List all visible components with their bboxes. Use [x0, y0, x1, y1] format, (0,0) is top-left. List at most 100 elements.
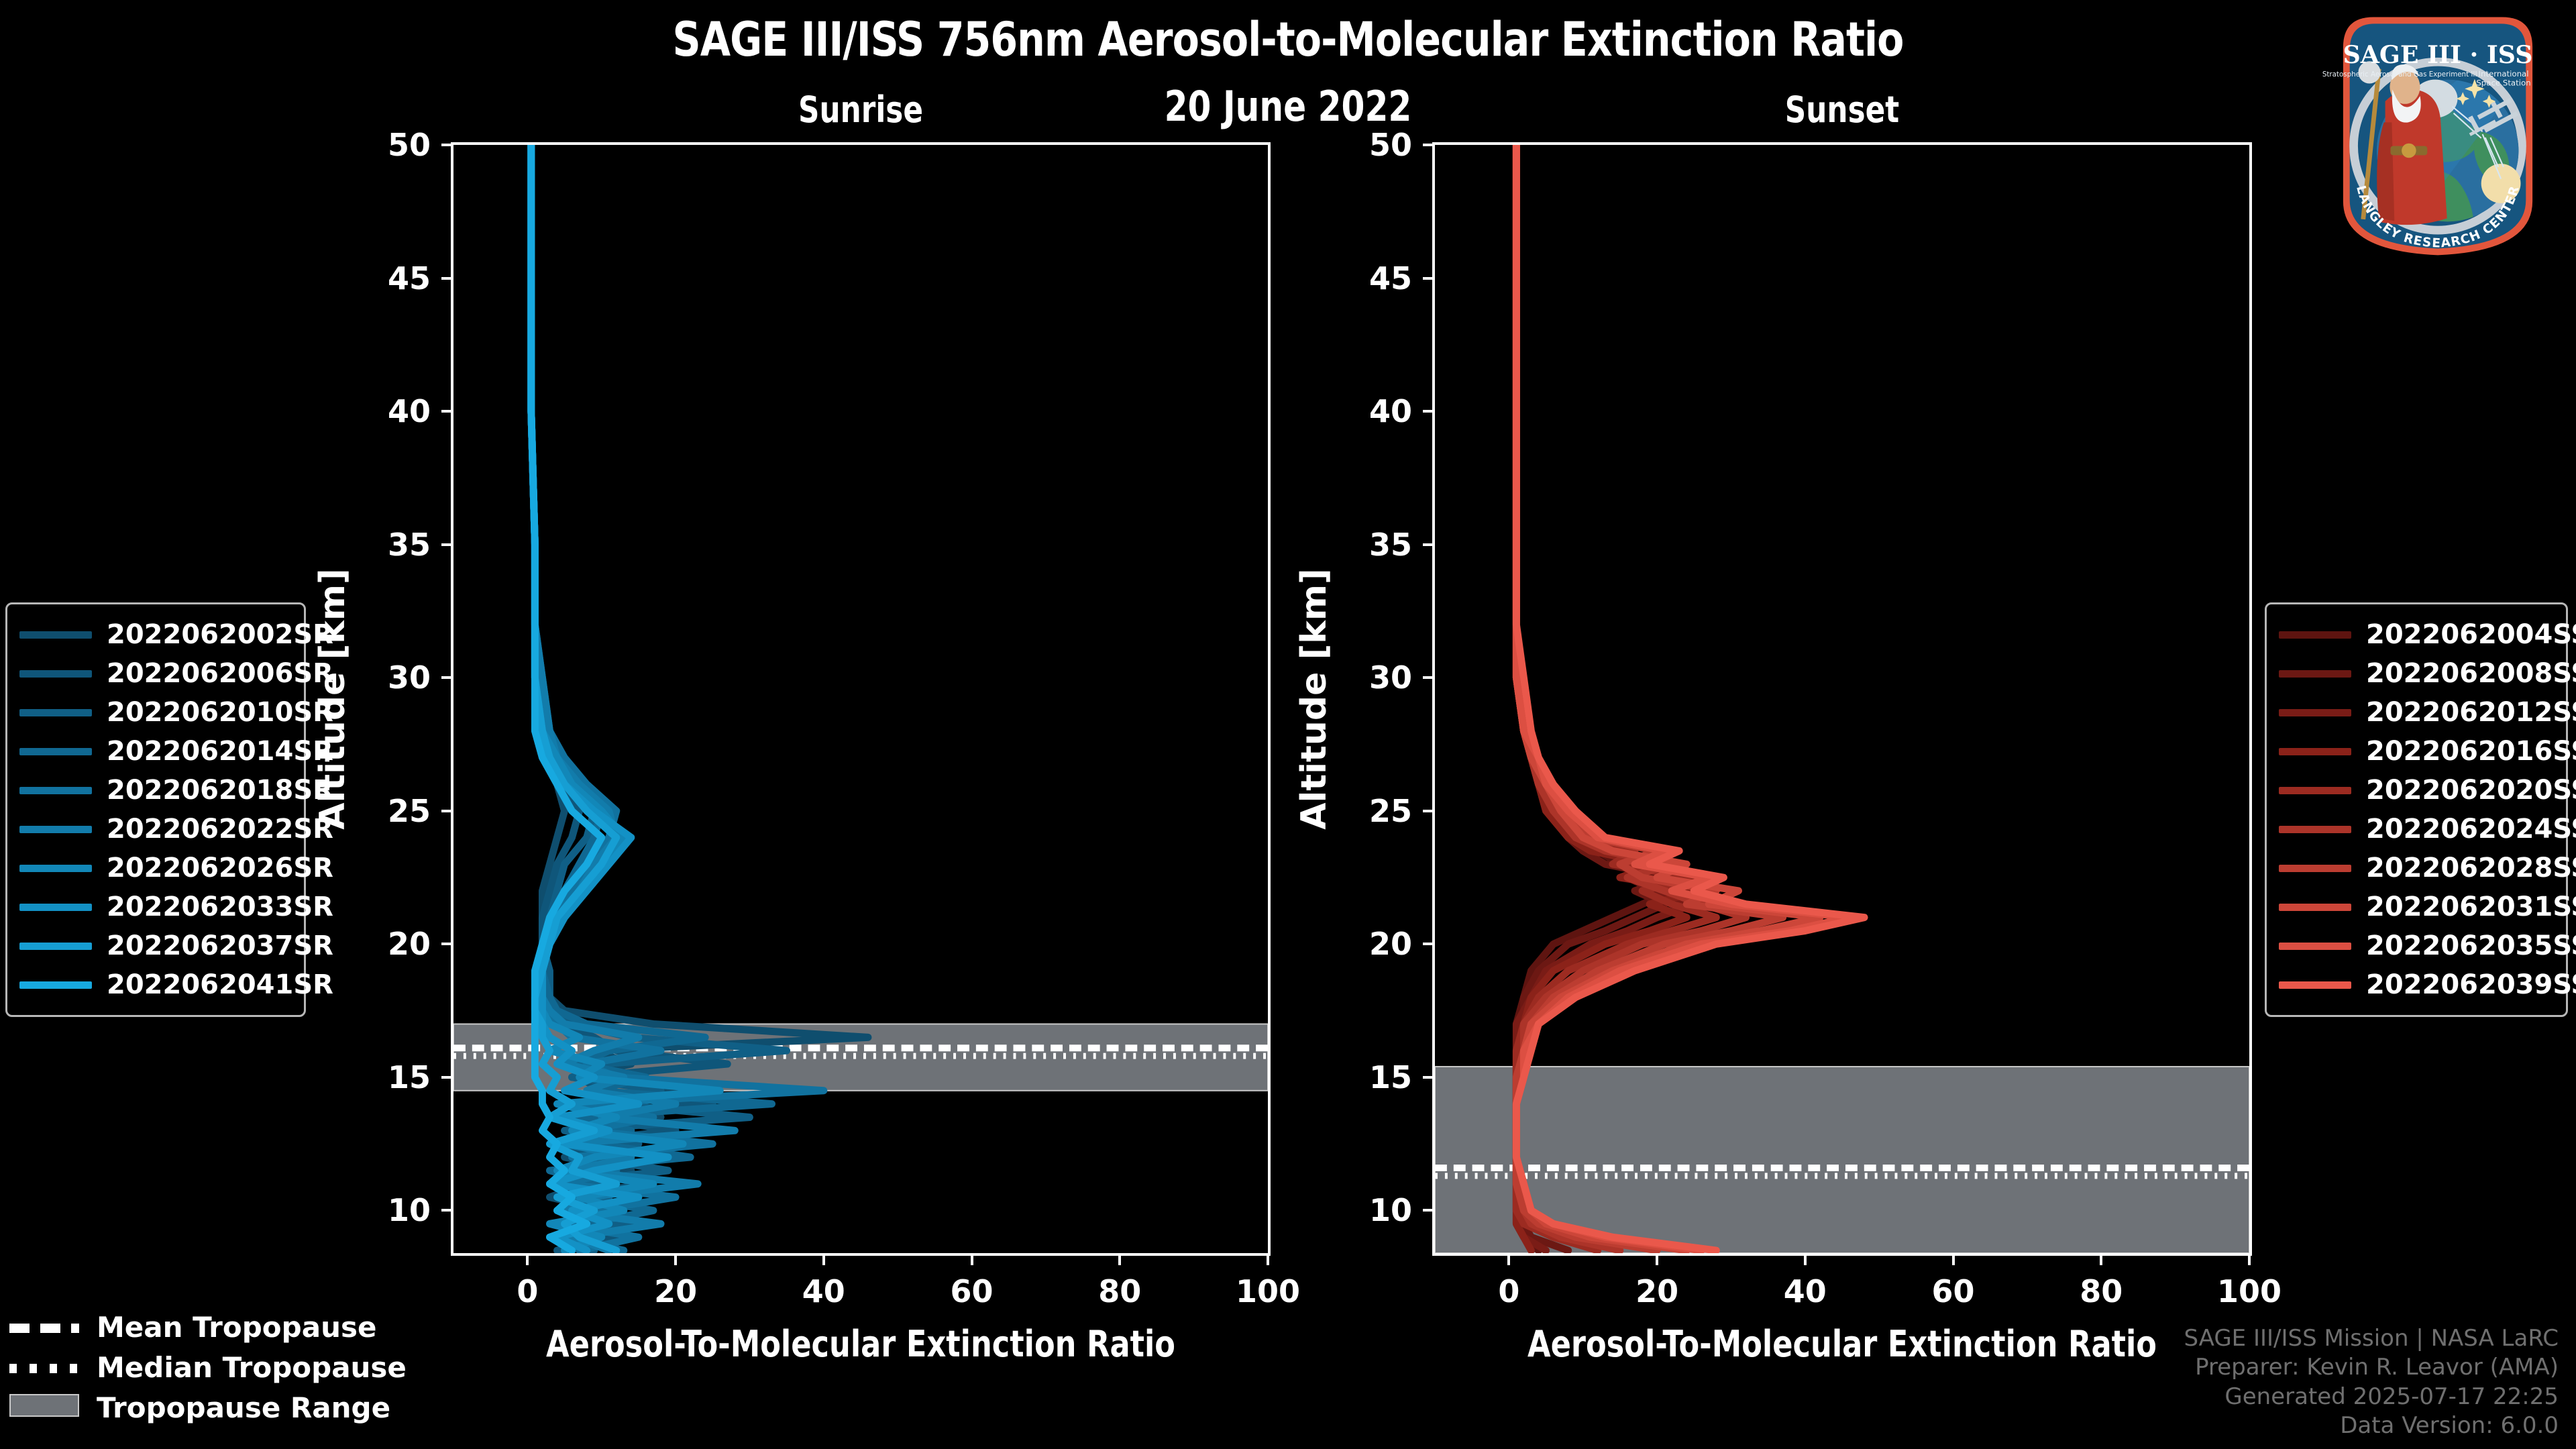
y-tick-label: 30	[387, 659, 431, 696]
y-tick-label: 35	[1368, 526, 1412, 563]
x-tick-mark	[1507, 1253, 1511, 1265]
footer-line-mission: SAGE III/ISS Mission | NASA LaRC	[2184, 1324, 2559, 1352]
x-tick-mark	[2100, 1253, 2103, 1265]
series-canvas-sunset	[1435, 145, 2249, 1253]
y-tick-label: 25	[1368, 792, 1412, 829]
legend-item[interactable]: 2022062020SS	[2279, 771, 2576, 810]
legend-item[interactable]: 2022062016SS	[2279, 732, 2576, 771]
y-tick-mark	[441, 1075, 453, 1079]
x-tick-label: 40	[802, 1273, 845, 1309]
legend-color-swatch	[2279, 864, 2351, 872]
tropopause-line-swatch	[9, 1364, 79, 1373]
x-tick-label: 100	[1235, 1273, 1301, 1309]
legend-item[interactable]: 2022062010SR	[19, 693, 333, 732]
y-tick-label: 10	[387, 1192, 431, 1229]
x-tick-label: 40	[1783, 1273, 1827, 1309]
legend-item[interactable]: 2022062039SS	[2279, 965, 2576, 1004]
legend-tropopause: Mean Tropopause Median Tropopause Tropopau…	[9, 1307, 407, 1428]
logo-subtitle-right-1: International	[2479, 69, 2529, 78]
x-tick-label: 80	[1098, 1273, 1142, 1309]
legend-item[interactable]: 2022062004SS	[2279, 615, 2576, 654]
legend-color-swatch	[19, 786, 92, 794]
legend-item[interactable]: 2022062028SS	[2279, 849, 2576, 888]
y-tick-label: 45	[387, 260, 431, 297]
y-tick-label: 50	[387, 127, 431, 163]
plot-area-sunrise	[453, 145, 1268, 1253]
legend-item-label: 2022062014SR	[107, 736, 333, 767]
x-tick-mark	[674, 1253, 678, 1265]
legend-color-swatch	[19, 669, 92, 678]
legend-item[interactable]: 2022062031SS	[2279, 888, 2576, 926]
legend-item[interactable]: 2022062026SR	[19, 849, 333, 888]
legend-color-swatch	[19, 825, 92, 833]
panel-title-sunset: Sunset	[1784, 89, 1900, 131]
legend-item-label: 2022062004SS	[2366, 619, 2576, 650]
series-line	[1512, 145, 1868, 1253]
legend-color-swatch	[2279, 669, 2351, 678]
legend-item[interactable]: 2022062008SS	[2279, 654, 2576, 693]
logo-band	[2349, 57, 2526, 235]
series-line	[527, 145, 621, 1253]
y-tick-label: 20	[1368, 926, 1412, 963]
legend-item-label: 2022062033SR	[107, 892, 333, 922]
tropopause-range-band	[1435, 1066, 2249, 1253]
logo-subtitle-right-2: Space Station	[2476, 78, 2530, 87]
legend-item-label: 2022062022SR	[107, 814, 333, 845]
y-tick-label: 40	[1368, 393, 1412, 430]
legend-color-swatch	[19, 981, 92, 989]
legend-item[interactable]: 2022062041SR	[19, 965, 333, 1004]
y-tick-mark	[1423, 1075, 1435, 1079]
legend-item-tropopause: Tropopause Range	[9, 1387, 390, 1428]
legend-item-label: 2022062035SS	[2366, 930, 2576, 961]
legend-item[interactable]: 2022062035SS	[2279, 926, 2576, 965]
y-tick-mark	[441, 1209, 453, 1212]
x-tick-label: 0	[517, 1273, 539, 1309]
y-tick-mark	[441, 943, 453, 946]
legend-item[interactable]: 2022062037SR	[19, 926, 333, 965]
y-tick-mark	[1423, 144, 1435, 146]
legend-item[interactable]: 2022062033SR	[19, 888, 333, 926]
legend-item-label: 2022062028SS	[2366, 853, 2576, 883]
legend-color-swatch	[19, 747, 92, 755]
legend-item-label: 2022062018SR	[107, 775, 333, 806]
x-axis-label-sunrise: Aerosol-To-Molecular Extinction Ratio	[545, 1323, 1175, 1365]
legend-item-label: 2022062026SR	[107, 853, 333, 883]
logo-title: SAGE III · ISS	[2343, 40, 2533, 69]
tropopause-line-swatch	[9, 1324, 79, 1333]
y-tick-mark	[1423, 943, 1435, 946]
y-tick-mark	[441, 144, 453, 146]
legend-color-swatch	[19, 903, 92, 911]
y-tick-label: 30	[1368, 659, 1412, 696]
y-tick-label: 15	[1368, 1059, 1412, 1095]
legend-item[interactable]: 2022062022SR	[19, 810, 333, 849]
legend-color-swatch	[2279, 825, 2351, 833]
legend-color-swatch	[2279, 631, 2351, 639]
y-tick-mark	[441, 410, 453, 413]
legend-item-label: 2022062031SS	[2366, 892, 2576, 922]
y-tick-mark	[1423, 276, 1435, 280]
legend-item-label: 2022062041SR	[107, 969, 333, 1000]
x-tick-mark	[822, 1253, 825, 1265]
sage-iii-iss-logo: SAGE III · ISS Stratospheric Aerosol and…	[2306, 3, 2533, 256]
y-tick-label: 45	[1368, 260, 1412, 297]
y-tick-mark	[1423, 676, 1435, 680]
legend-item-tropopause: Median Tropopause	[9, 1347, 407, 1387]
footer-line-preparer: Preparer: Kevin R. Leavor (AMA)	[2195, 1354, 2559, 1381]
legend-item[interactable]: 2022062018SR	[19, 771, 333, 810]
legend-color-swatch	[2279, 903, 2351, 911]
legend-sunset[interactable]: 2022062004SS 2022062008SS 2022062012SS 2022…	[2265, 602, 2576, 1017]
legend-item[interactable]: 2022062012SS	[2279, 693, 2576, 732]
y-tick-mark	[1423, 543, 1435, 546]
legend-item[interactable]: 2022062006SR	[19, 654, 333, 693]
legend-item[interactable]: 2022062014SR	[19, 732, 333, 771]
legend-item-label: 2022062002SR	[107, 619, 333, 650]
legend-item-label: 2022062010SR	[107, 697, 333, 728]
legend-item-tropopause: Mean Tropopause	[9, 1307, 376, 1347]
x-tick-label: 60	[1931, 1273, 1975, 1309]
legend-color-swatch	[2279, 786, 2351, 794]
legend-item[interactable]: 2022062002SR	[19, 615, 333, 654]
series-line	[527, 145, 606, 1253]
legend-sunrise[interactable]: 2022062002SR 2022062006SR 2022062010SR 2022…	[5, 602, 333, 1017]
legend-item[interactable]: 2022062024SS	[2279, 810, 2576, 849]
